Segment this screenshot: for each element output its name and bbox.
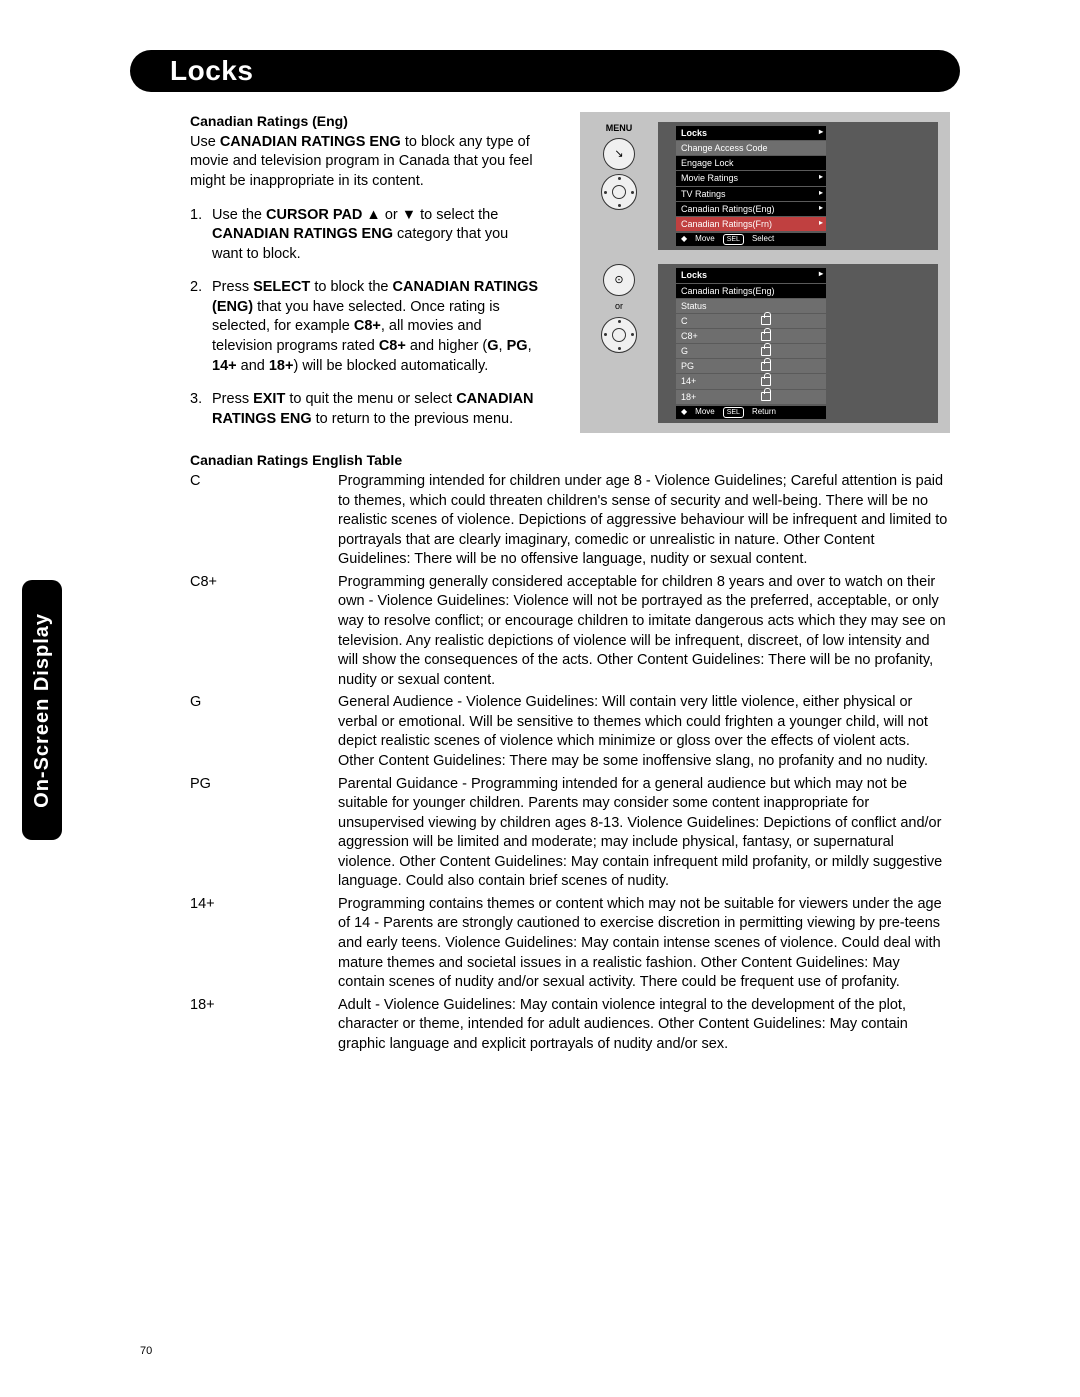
lock-icon: [761, 332, 771, 341]
lock-icon: [761, 362, 771, 371]
table-row: C8+Programming generally considered acce…: [190, 573, 950, 693]
osd-rating-row: C: [676, 314, 826, 328]
rating-code: C8+: [190, 573, 338, 693]
title-bar: Locks: [130, 50, 960, 92]
lock-icon: [761, 347, 771, 356]
menu-button-icon: ↘: [603, 138, 635, 170]
osd-menu-item: Change Access Code: [676, 141, 826, 155]
step-1: Use the CURSOR PAD ▲ or ▼ to select the …: [190, 206, 540, 265]
rating-code: C: [190, 472, 338, 573]
select-button-icon: ⊙: [603, 264, 635, 296]
osd-screen-1: Locks▸Change Access CodeEngage LockMovie…: [658, 122, 938, 250]
table-row: GGeneral Audience - Violence Guidelines:…: [190, 693, 950, 774]
lock-icon: [761, 392, 771, 401]
ratings-table: CProgramming intended for children under…: [190, 472, 950, 1057]
rating-code: 18+: [190, 996, 338, 1058]
cursor-pad-icon: [601, 317, 637, 353]
osd-status-header: Status: [676, 299, 826, 313]
osd-menu-item: TV Ratings▸: [676, 187, 826, 201]
page-number: 70: [140, 1345, 152, 1357]
table-heading: Canadian Ratings English Table: [190, 451, 950, 470]
rating-description: General Audience - Violence Guidelines: …: [338, 693, 950, 774]
step-2: Press SELECT to block the CANADIAN RATIN…: [190, 278, 540, 376]
osd-rating-row: 18+: [676, 390, 826, 404]
osd-title: Locks▸: [676, 268, 826, 282]
side-tab: On-Screen Display: [22, 580, 62, 840]
table-row: 18+Adult - Violence Guidelines: May cont…: [190, 996, 950, 1058]
osd-menu-item: Movie Ratings▸: [676, 171, 826, 185]
step-3: Press EXIT to quit the menu or select CA…: [190, 390, 540, 429]
osd-menu-item: Canadian Ratings(Eng)▸: [676, 202, 826, 216]
lock-icon: [761, 316, 771, 325]
table-row: 14+Programming contains themes or conten…: [190, 895, 950, 996]
osd-rating-row: C8+: [676, 329, 826, 343]
cursor-pad-icon: [601, 174, 637, 210]
or-label: or: [615, 300, 623, 312]
osd-rating-row: 14+: [676, 374, 826, 388]
rating-description: Programming intended for children under …: [338, 472, 950, 573]
osd-title: Locks▸: [676, 126, 826, 140]
osd-rating-row: PG: [676, 359, 826, 373]
table-row: PGParental Guidance - Programming intend…: [190, 775, 950, 895]
side-tab-label: On-Screen Display: [31, 613, 54, 808]
intro-paragraph: Use CANADIAN RATINGS ENG to block any ty…: [190, 133, 540, 192]
rating-description: Programming contains themes or content w…: [338, 895, 950, 996]
lock-icon: [761, 377, 771, 386]
osd-footer: ◆MoveSELReturn: [676, 406, 826, 419]
rating-description: Adult - Violence Guidelines: May contain…: [338, 996, 950, 1058]
page-title: Locks: [170, 55, 253, 87]
steps-list: Use the CURSOR PAD ▲ or ▼ to select the …: [190, 206, 540, 430]
osd-menu-item: Canadian Ratings(Frn)▸: [676, 217, 826, 231]
osd-submenu: Canadian Ratings(Eng): [676, 284, 826, 298]
menu-label: MENU: [606, 122, 633, 134]
osd-rating-row: G: [676, 344, 826, 358]
rating-code: 14+: [190, 895, 338, 996]
osd-footer: ◆MoveSELSelect: [676, 233, 826, 246]
osd-illustrations: MENU ↘ Locks▸Change Access CodeEngage Lo…: [580, 112, 950, 433]
text-column: Canadian Ratings (Eng) Use CANADIAN RATI…: [190, 112, 540, 443]
rating-code: PG: [190, 775, 338, 895]
rating-code: G: [190, 693, 338, 774]
section-heading: Canadian Ratings (Eng): [190, 112, 540, 131]
rating-description: Parental Guidance - Programming intended…: [338, 775, 950, 895]
rating-description: Programming generally considered accepta…: [338, 573, 950, 693]
osd-screen-2: Locks▸ Canadian Ratings(Eng)StatusCC8+GPG…: [658, 264, 938, 423]
table-row: CProgramming intended for children under…: [190, 472, 950, 573]
osd-menu-item: Engage Lock: [676, 156, 826, 170]
